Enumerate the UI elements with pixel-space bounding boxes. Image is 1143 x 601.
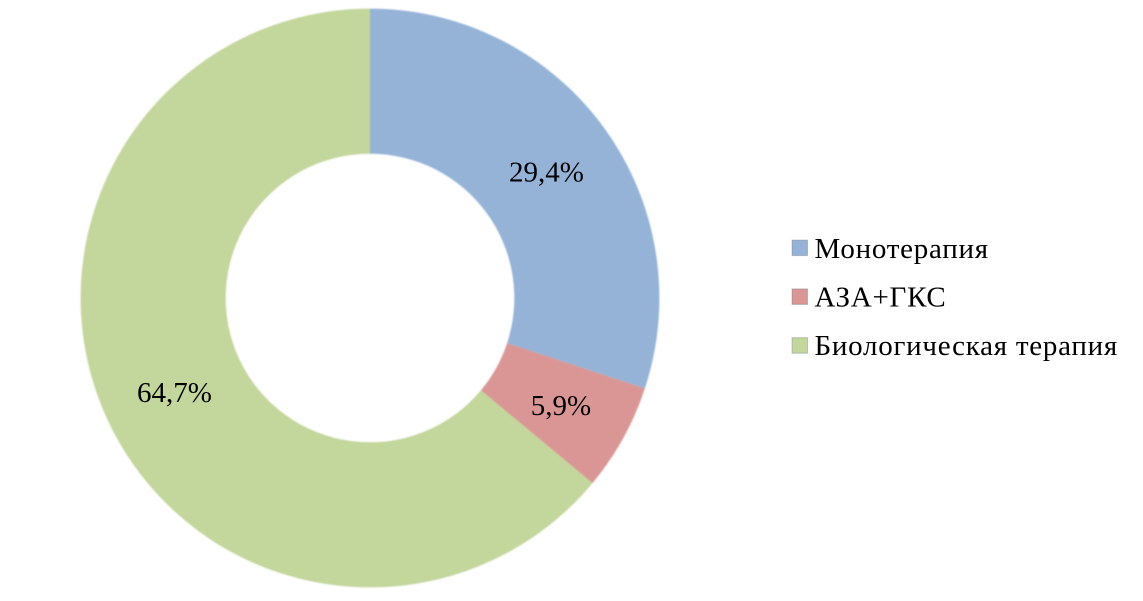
- svg-text:29,4%: 29,4%: [509, 157, 584, 189]
- svg-text:АЗА+ГКС: АЗА+ГКС: [815, 282, 947, 314]
- svg-text:Биологическая терапия: Биологическая терапия: [815, 330, 1119, 362]
- svg-text:64,7%: 64,7%: [137, 377, 212, 409]
- svg-text:Монотерапия: Монотерапия: [815, 233, 989, 265]
- svg-text:5,9%: 5,9%: [531, 390, 591, 422]
